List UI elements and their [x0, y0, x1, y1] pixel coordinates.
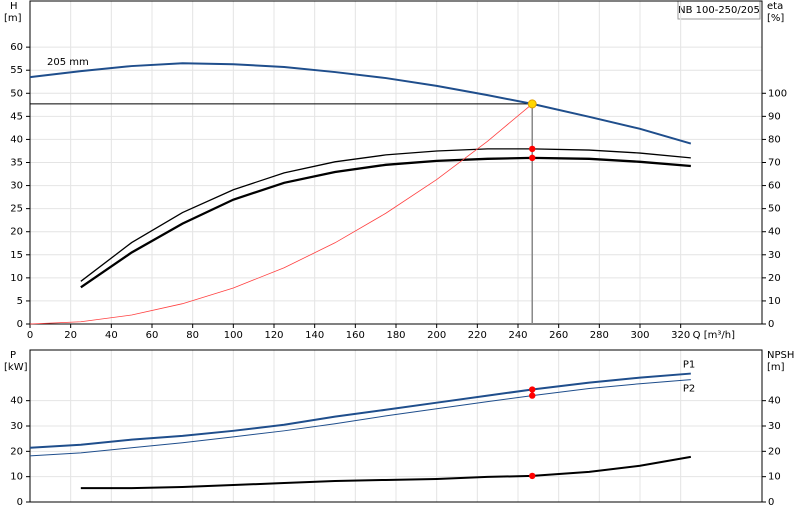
y-tick-label: 20 [10, 227, 23, 238]
chart-title: NB 100-250/205 [678, 5, 760, 16]
y2-axis-unit: [m] [767, 362, 785, 373]
y-tick-label: 40 [10, 396, 23, 407]
y2-axis-label: eta [767, 1, 783, 12]
y-tick-label: 40 [10, 134, 23, 145]
x-tick-label: 220 [468, 330, 487, 341]
y2-tick-label: 20 [768, 273, 781, 284]
y2-tick-label: 80 [768, 134, 781, 145]
series-line [29, 379, 691, 457]
x-tick-label: 80 [186, 330, 199, 341]
series-line [80, 455, 692, 490]
marker [529, 145, 536, 153]
y-tick-label: 0 [17, 319, 23, 330]
y-axis-unit: [kW] [4, 362, 28, 373]
plot-frame [29, 0, 763, 325]
y-tick-label: 55 [10, 65, 23, 76]
series-line [80, 156, 691, 289]
y-axis-unit: [m] [4, 13, 22, 24]
y2-tick-label: 40 [768, 396, 781, 407]
y-tick-label: 15 [10, 250, 23, 261]
y-tick-label: 60 [10, 42, 23, 53]
marker [529, 392, 536, 399]
x-tick-label: 320 [671, 330, 690, 341]
y2-tick-label: 50 [768, 204, 781, 215]
y2-axis-unit: [%] [767, 13, 784, 24]
y2-tick-label: 30 [768, 421, 781, 432]
plot-frame [29, 349, 763, 503]
series-line [29, 62, 692, 145]
y-tick-label: 25 [10, 204, 23, 215]
x-tick-label: 180 [386, 330, 405, 341]
series-line [80, 148, 691, 282]
y2-tick-label: 0 [768, 497, 774, 508]
y2-tick-label: 0 [768, 319, 774, 330]
x-tick-label: 100 [224, 330, 243, 341]
annotation: 205 mm [47, 57, 89, 68]
x-tick-label: 0 [27, 330, 33, 341]
x-tick-label: 60 [146, 330, 159, 341]
y-tick-label: 45 [10, 111, 23, 122]
y2-tick-label: 100 [768, 88, 787, 99]
x-tick-label: 120 [264, 330, 283, 341]
x-tick-label: 160 [346, 330, 365, 341]
y2-tick-label: 10 [768, 296, 781, 307]
y-tick-label: 35 [10, 158, 23, 169]
y2-tick-label: 10 [768, 472, 781, 483]
y-axis-label: P [10, 350, 16, 361]
x-tick-label: 140 [305, 330, 324, 341]
y-tick-label: 20 [10, 446, 23, 457]
x-tick-label: 40 [105, 330, 118, 341]
x-tick-label: 20 [64, 330, 77, 341]
y2-tick-label: 70 [768, 158, 781, 169]
y2-tick-label: 60 [768, 181, 781, 192]
y-tick-label: 30 [10, 181, 23, 192]
x-tick-label: 200 [427, 330, 446, 341]
y2-tick-label: 20 [768, 446, 781, 457]
y2-tick-label: 40 [768, 227, 781, 238]
x-tick-label: 300 [630, 330, 649, 341]
y2-axis-label: NPSH [767, 350, 794, 361]
y-tick-label: 30 [10, 421, 23, 432]
marker [529, 154, 536, 162]
y-tick-label: 10 [10, 472, 23, 483]
x-tick-label: 240 [508, 330, 527, 341]
y2-tick-label: 90 [768, 111, 781, 122]
marker [529, 386, 536, 393]
y-tick-label: 50 [10, 88, 23, 99]
y2-tick-label: 30 [768, 250, 781, 261]
series-label: P2 [683, 384, 695, 395]
operating-point [527, 99, 537, 109]
series-label: P1 [683, 360, 695, 371]
marker [529, 472, 536, 480]
y-tick-label: 10 [10, 273, 23, 284]
y-tick-label: 0 [17, 497, 23, 508]
y-axis-label: H [10, 1, 18, 12]
x-tick-label: 260 [549, 330, 568, 341]
x-tick-label: 280 [590, 330, 609, 341]
series-line [29, 103, 533, 325]
series-line [29, 372, 691, 449]
y-tick-label: 5 [17, 296, 23, 307]
x-axis-label: Q [m³/h] [693, 330, 735, 341]
